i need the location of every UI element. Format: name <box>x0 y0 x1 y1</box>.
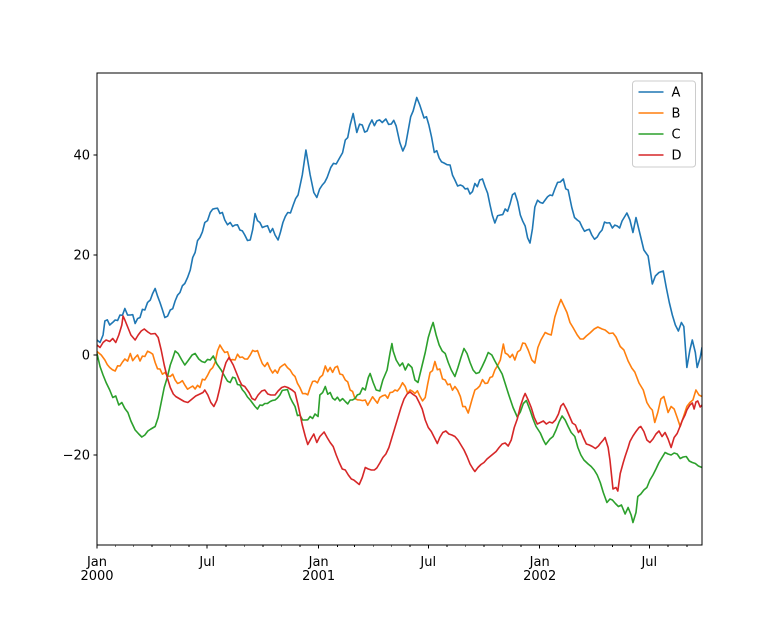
x-axis-tick-label: Jan <box>86 555 107 570</box>
y-axis-tick-label: 0 <box>82 349 90 364</box>
y-axis-tick-label: 40 <box>73 149 90 164</box>
y-axis-tick-label: −20 <box>63 449 90 464</box>
x-axis-tick-label: Jul <box>198 555 215 570</box>
y-axis-tick-label: 20 <box>73 249 90 264</box>
x-axis-tick-label: Jul <box>640 555 657 570</box>
x-axis-tick-label: Jan <box>308 555 329 570</box>
series-line-B <box>97 298 702 428</box>
x-axis-tick-label: Jan <box>529 555 550 570</box>
series-line-C <box>97 321 702 524</box>
legend-label-B: B <box>672 107 681 122</box>
legend-label-C: C <box>672 128 681 143</box>
series-line-D <box>97 315 702 492</box>
legend-box <box>632 80 696 168</box>
legend-label-A: A <box>672 86 681 101</box>
x-axis-year-label: 2000 <box>80 569 113 584</box>
plot-border <box>96 72 703 546</box>
x-axis-tick-label: Jul <box>419 555 436 570</box>
series-line-A <box>97 96 702 369</box>
legend-label-D: D <box>672 149 682 164</box>
x-axis-year-label: 2002 <box>523 569 556 584</box>
x-axis-year-label: 2001 <box>302 569 335 584</box>
